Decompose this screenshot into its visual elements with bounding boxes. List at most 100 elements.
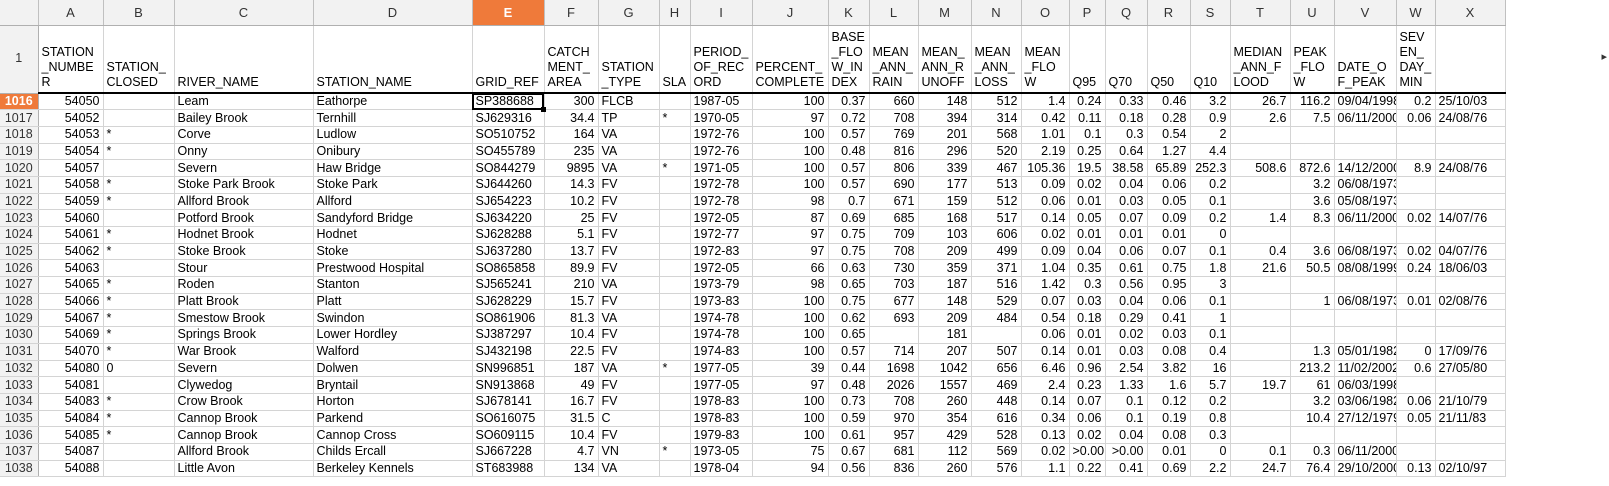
table-cell[interactable]: 0.04: [1069, 243, 1106, 261]
table-cell[interactable]: Clywedog: [174, 376, 314, 394]
table-cell[interactable]: 1.04: [1021, 259, 1070, 278]
header-cell[interactable]: BASE_FLOW_INDEX: [828, 25, 870, 94]
table-cell[interactable]: *: [103, 226, 175, 244]
table-cell[interactable]: 0.02: [1396, 209, 1436, 227]
table-cell[interactable]: SJ644260: [472, 176, 545, 194]
table-cell[interactable]: *: [103, 276, 175, 294]
table-cell[interactable]: 0.57: [828, 176, 870, 194]
table-cell[interactable]: [1230, 193, 1291, 211]
table-cell[interactable]: 50.5: [1290, 259, 1335, 278]
table-cell[interactable]: 0.8: [1190, 410, 1231, 428]
table-cell[interactable]: VA: [598, 460, 660, 478]
table-cell[interactable]: [1290, 309, 1335, 328]
table-cell[interactable]: 0.7: [828, 193, 870, 211]
table-cell[interactable]: 1978-83: [690, 393, 753, 411]
table-cell[interactable]: SJ565241: [472, 276, 545, 294]
row-header-1019[interactable]: 1019: [0, 143, 39, 161]
table-cell[interactable]: [1396, 443, 1436, 461]
table-cell[interactable]: 0.28: [1147, 109, 1191, 127]
table-cell[interactable]: 207: [918, 343, 972, 361]
table-cell[interactable]: 89.9: [544, 259, 599, 278]
table-cell[interactable]: *: [103, 193, 175, 211]
table-cell[interactable]: 0.01: [1147, 443, 1191, 461]
table-cell[interactable]: 1.42: [1021, 276, 1070, 294]
table-cell[interactable]: 703: [869, 276, 919, 294]
table-cell[interactable]: 29/10/2000: [1334, 460, 1397, 478]
table-cell[interactable]: [1435, 376, 1506, 394]
table-cell[interactable]: 100: [752, 410, 829, 428]
table-cell[interactable]: 22.5: [544, 343, 599, 361]
table-cell[interactable]: VA: [598, 276, 660, 294]
table-cell[interactable]: 0.07: [1105, 209, 1148, 227]
table-cell[interactable]: 54061: [38, 226, 104, 244]
table-cell[interactable]: 0.64: [1105, 143, 1148, 161]
table-cell[interactable]: 54067: [38, 309, 104, 328]
table-cell[interactable]: [103, 109, 175, 127]
table-cell[interactable]: SO616075: [472, 410, 545, 428]
column-header-o[interactable]: O: [1021, 0, 1070, 26]
header-cell[interactable]: SLA: [659, 25, 691, 94]
column-header-r[interactable]: R: [1147, 0, 1191, 26]
table-cell[interactable]: [1290, 143, 1335, 161]
table-cell[interactable]: 0.12: [1147, 393, 1191, 411]
table-cell[interactable]: [1396, 309, 1436, 328]
table-cell[interactable]: 148: [918, 93, 972, 111]
header-cell[interactable]: MEAN_ANN_LOSS: [971, 25, 1022, 94]
table-cell[interactable]: 02/10/97: [1435, 460, 1506, 478]
table-cell[interactable]: 1979-83: [690, 426, 753, 444]
table-cell[interactable]: 81.3: [544, 309, 599, 328]
header-cell[interactable]: Q95: [1069, 25, 1106, 94]
table-cell[interactable]: 0.48: [828, 143, 870, 161]
table-cell[interactable]: 0.1: [1105, 410, 1148, 428]
table-cell[interactable]: 0.18: [1105, 109, 1148, 127]
table-cell[interactable]: FV: [598, 193, 660, 211]
table-cell[interactable]: 25/10/03: [1435, 93, 1506, 111]
table-cell[interactable]: [659, 209, 691, 227]
table-cell[interactable]: 0.01: [1069, 326, 1106, 344]
table-cell[interactable]: 0.57: [828, 126, 870, 144]
table-cell[interactable]: Eathorpe: [313, 93, 473, 111]
table-cell[interactable]: 0.09: [1147, 209, 1191, 227]
table-cell[interactable]: [1396, 326, 1436, 344]
row-header-1[interactable]: 1: [0, 25, 39, 94]
table-cell[interactable]: 4.7: [544, 443, 599, 461]
row-header-1033[interactable]: 1033: [0, 376, 39, 394]
table-cell[interactable]: 31.5: [544, 410, 599, 428]
table-cell[interactable]: [103, 376, 175, 394]
table-cell[interactable]: SJ634220: [472, 209, 545, 227]
table-cell[interactable]: 1974-83: [690, 343, 753, 361]
table-cell[interactable]: [1435, 309, 1506, 328]
table-cell[interactable]: 0.1: [1105, 393, 1148, 411]
table-cell[interactable]: 3.6: [1290, 193, 1335, 211]
table-cell[interactable]: 528: [971, 426, 1022, 444]
header-cell[interactable]: MEAN_ANN_RAIN: [869, 25, 919, 94]
table-cell[interactable]: [1435, 226, 1506, 244]
table-cell[interactable]: 0.06: [1069, 410, 1106, 428]
table-cell[interactable]: 0.01: [1396, 293, 1436, 311]
table-cell[interactable]: 0.06: [1021, 193, 1070, 211]
table-cell[interactable]: 100: [752, 309, 829, 328]
table-cell[interactable]: 693: [869, 309, 919, 328]
table-cell[interactable]: 100: [752, 426, 829, 444]
table-cell[interactable]: 54057: [38, 159, 104, 177]
table-cell[interactable]: 0.13: [1021, 426, 1070, 444]
table-cell[interactable]: SJ387297: [472, 326, 545, 344]
table-cell[interactable]: 0.02: [1105, 326, 1148, 344]
table-cell[interactable]: FV: [598, 326, 660, 344]
header-cell[interactable]: [1435, 25, 1506, 94]
table-cell[interactable]: 0.09: [1021, 176, 1070, 194]
table-cell[interactable]: 27/12/1979: [1334, 410, 1397, 428]
table-cell[interactable]: 708: [869, 393, 919, 411]
table-cell[interactable]: 0.05: [1147, 193, 1191, 211]
table-cell[interactable]: 0.59: [828, 410, 870, 428]
table-cell[interactable]: Leam: [174, 93, 314, 111]
table-cell[interactable]: 0.54: [1021, 309, 1070, 328]
table-cell[interactable]: 0.65: [828, 276, 870, 294]
table-cell[interactable]: 3.82: [1147, 360, 1191, 378]
table-cell[interactable]: 0.44: [828, 360, 870, 378]
column-header-f[interactable]: F: [544, 0, 599, 26]
table-cell[interactable]: 0.9: [1190, 109, 1231, 127]
header-cell[interactable]: MEAN_FLOW: [1021, 25, 1070, 94]
header-cell[interactable]: Q10: [1190, 25, 1231, 94]
